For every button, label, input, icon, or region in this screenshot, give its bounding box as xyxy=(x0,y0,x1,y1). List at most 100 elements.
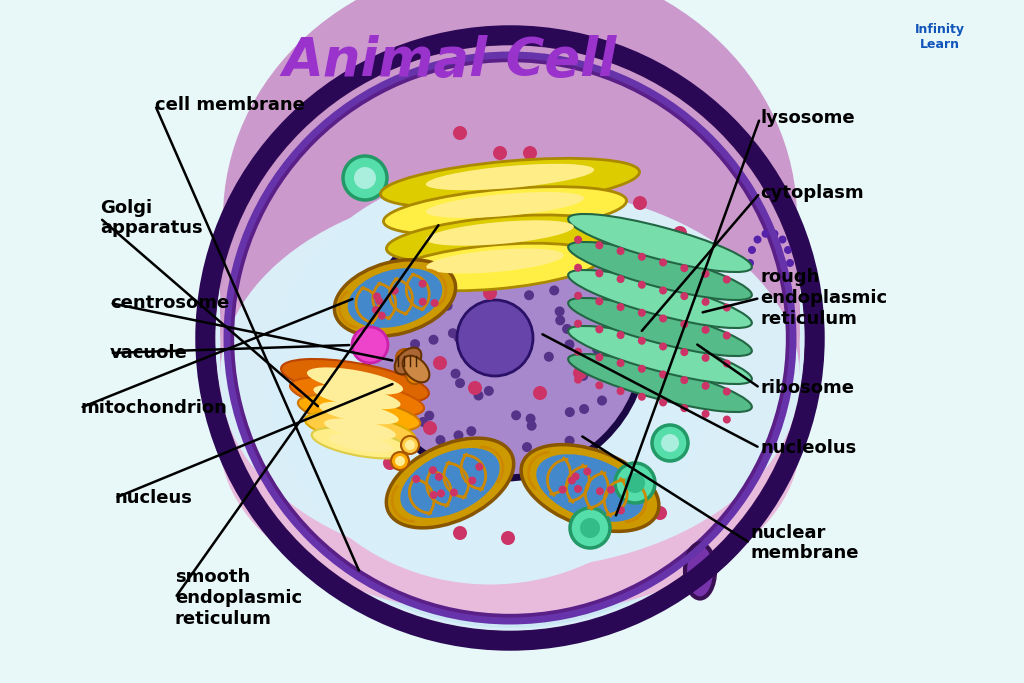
Ellipse shape xyxy=(220,180,800,528)
Circle shape xyxy=(701,410,710,418)
Circle shape xyxy=(580,518,600,538)
Circle shape xyxy=(354,167,376,189)
Circle shape xyxy=(378,311,386,320)
Circle shape xyxy=(659,258,667,266)
Circle shape xyxy=(453,526,467,540)
Circle shape xyxy=(574,376,582,384)
Circle shape xyxy=(786,259,794,267)
Circle shape xyxy=(673,296,687,310)
Circle shape xyxy=(762,229,770,238)
Circle shape xyxy=(574,264,582,272)
Text: nucleolus: nucleolus xyxy=(760,439,856,457)
Circle shape xyxy=(723,275,731,283)
Circle shape xyxy=(659,342,667,350)
Ellipse shape xyxy=(402,356,429,382)
Circle shape xyxy=(579,371,588,381)
Ellipse shape xyxy=(220,224,800,572)
Circle shape xyxy=(543,186,557,200)
Ellipse shape xyxy=(568,214,752,272)
Circle shape xyxy=(616,331,625,339)
Text: centrosome: centrosome xyxy=(110,294,229,312)
Circle shape xyxy=(419,280,427,288)
Text: rough
endoplasmic
reticulum: rough endoplasmic reticulum xyxy=(760,268,887,328)
Circle shape xyxy=(617,506,625,514)
Circle shape xyxy=(595,269,603,277)
Circle shape xyxy=(442,301,453,311)
Circle shape xyxy=(784,246,792,254)
Circle shape xyxy=(410,339,420,349)
Circle shape xyxy=(402,408,412,418)
Circle shape xyxy=(659,370,667,378)
Circle shape xyxy=(562,324,572,334)
Circle shape xyxy=(638,337,646,345)
Text: nuclear
membrane: nuclear membrane xyxy=(750,524,858,562)
Text: lysosome: lysosome xyxy=(760,109,855,127)
Circle shape xyxy=(524,290,535,301)
Circle shape xyxy=(478,279,488,290)
Circle shape xyxy=(435,473,442,481)
Circle shape xyxy=(653,506,667,520)
Ellipse shape xyxy=(215,43,805,633)
Circle shape xyxy=(415,268,425,279)
Ellipse shape xyxy=(426,164,594,190)
Circle shape xyxy=(437,490,445,497)
Circle shape xyxy=(475,463,483,471)
Circle shape xyxy=(616,359,625,367)
Ellipse shape xyxy=(537,454,644,522)
Circle shape xyxy=(680,320,688,328)
Circle shape xyxy=(570,508,610,548)
Ellipse shape xyxy=(348,268,442,328)
Circle shape xyxy=(574,348,582,356)
Ellipse shape xyxy=(298,395,420,431)
Circle shape xyxy=(680,292,688,300)
Circle shape xyxy=(433,356,447,370)
Circle shape xyxy=(673,226,687,240)
Circle shape xyxy=(413,475,420,483)
Circle shape xyxy=(483,286,497,300)
Circle shape xyxy=(662,434,679,452)
Ellipse shape xyxy=(205,35,815,641)
Circle shape xyxy=(429,466,437,474)
Ellipse shape xyxy=(685,544,715,598)
Ellipse shape xyxy=(220,186,800,570)
Circle shape xyxy=(597,395,607,406)
Ellipse shape xyxy=(521,445,658,531)
Circle shape xyxy=(580,404,589,414)
Ellipse shape xyxy=(311,428,411,458)
Circle shape xyxy=(723,331,731,339)
Ellipse shape xyxy=(568,326,752,384)
Ellipse shape xyxy=(313,385,400,409)
Circle shape xyxy=(573,256,587,270)
Ellipse shape xyxy=(394,348,421,374)
Circle shape xyxy=(574,236,582,244)
Circle shape xyxy=(362,381,377,395)
Circle shape xyxy=(523,146,537,160)
Circle shape xyxy=(343,156,387,200)
Ellipse shape xyxy=(568,354,752,412)
Circle shape xyxy=(419,298,427,306)
Text: mitochondrion: mitochondrion xyxy=(80,399,227,417)
Circle shape xyxy=(596,487,604,495)
Circle shape xyxy=(522,442,532,452)
Circle shape xyxy=(680,404,688,412)
Ellipse shape xyxy=(568,242,752,300)
Circle shape xyxy=(638,281,646,289)
Text: cell membrane: cell membrane xyxy=(155,96,305,114)
Circle shape xyxy=(770,229,778,238)
Circle shape xyxy=(568,477,575,484)
Circle shape xyxy=(466,426,476,436)
Circle shape xyxy=(564,436,574,446)
Circle shape xyxy=(454,430,464,441)
Circle shape xyxy=(424,410,434,421)
Ellipse shape xyxy=(568,298,752,356)
Circle shape xyxy=(493,146,507,160)
Circle shape xyxy=(616,303,625,311)
Circle shape xyxy=(406,366,424,384)
Circle shape xyxy=(470,234,480,245)
Circle shape xyxy=(613,336,627,350)
Circle shape xyxy=(587,309,596,320)
Circle shape xyxy=(574,292,582,300)
Circle shape xyxy=(571,473,580,481)
Ellipse shape xyxy=(426,249,563,273)
Circle shape xyxy=(454,333,464,342)
